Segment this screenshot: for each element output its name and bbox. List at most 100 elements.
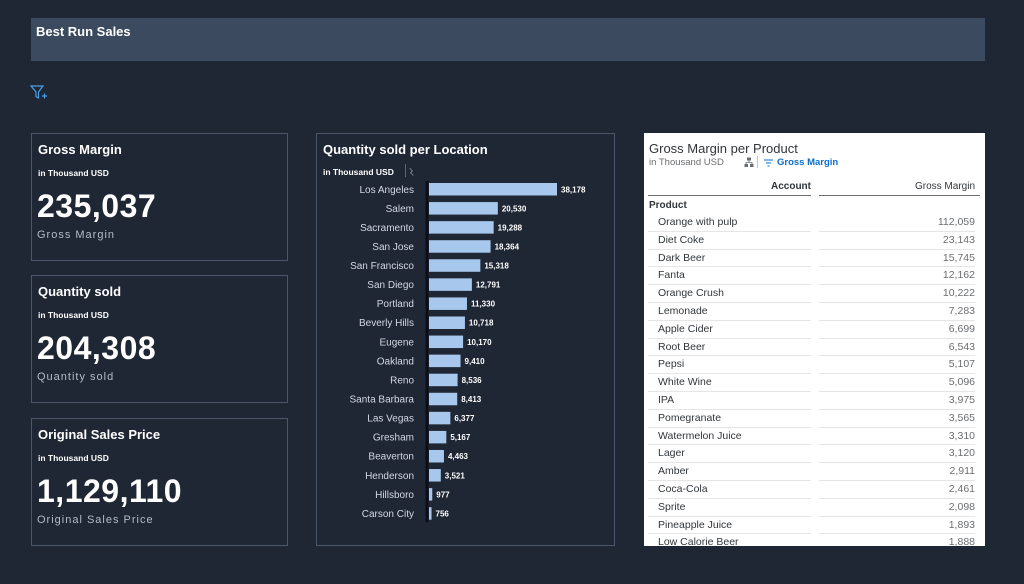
bar[interactable] [429, 430, 447, 444]
kpi-tile-original-sales-price[interactable]: Original Sales Price in Thousand USD 1,1… [31, 418, 288, 546]
bar[interactable] [429, 297, 467, 310]
category-label: Los Angeles [360, 185, 415, 196]
category-label: Santa Barbara [350, 395, 415, 406]
bar[interactable] [429, 354, 461, 368]
data-label: 3,521 [445, 471, 466, 480]
data-label: 15,318 [484, 262, 509, 271]
gross-margin-cell: 15,745 [819, 250, 975, 268]
table-row[interactable]: Fanta 12,162 [644, 267, 985, 286]
hierarchy-icon[interactable] [744, 157, 754, 168]
filter-token[interactable]: Gross Margin [777, 157, 839, 168]
data-label: 6,377 [454, 414, 475, 423]
column-header-account[interactable]: Account [771, 181, 811, 192]
data-label: 19,288 [498, 223, 523, 232]
location-chart-tile[interactable]: Quantity sold per Location in Thousand U… [316, 133, 615, 546]
gross-margin-cell: 6,699 [819, 321, 975, 339]
table-row[interactable]: Root Beer 6,543 [644, 339, 985, 357]
table-row[interactable]: Low Calorie Beer 1,888 [644, 534, 985, 546]
category-label: Salem [386, 204, 414, 215]
table-row[interactable]: Dark Beer 15,745 [644, 250, 985, 268]
gross-margin-cell: 2,911 [819, 463, 975, 481]
product-name-cell: Pineapple Juice [648, 517, 811, 535]
product-table-tile[interactable]: Gross Margin per Product in Thousand USD… [644, 133, 985, 546]
chart-title: Quantity sold per Location [323, 142, 488, 157]
bar[interactable] [429, 449, 444, 463]
category-label: Eugene [380, 337, 415, 348]
data-label: 38,178 [561, 185, 586, 194]
bar[interactable] [429, 488, 433, 501]
category-label: Sacramento [360, 223, 414, 234]
bar[interactable] [429, 221, 494, 234]
tile-title: Gross Margin [38, 142, 122, 157]
product-name-cell: Apple Cider [648, 321, 811, 339]
product-name-cell: Amber [648, 463, 811, 481]
tile-title: Quantity sold [38, 284, 122, 299]
tile-title: Original Sales Price [38, 427, 161, 442]
bar[interactable] [429, 278, 472, 291]
product-name-cell: Coca-Cola [648, 481, 811, 499]
table-subtitle: in Thousand USD [649, 157, 724, 168]
table-row[interactable]: Coca-Cola 2,461 [644, 481, 985, 499]
column-header-gross-margin[interactable]: Gross Margin [914, 181, 975, 192]
table-row[interactable]: Lager 3,120 [644, 445, 985, 464]
product-name-cell: Dark Beer [648, 250, 811, 268]
kpi-value: 235,037 [37, 188, 157, 224]
table-row[interactable]: Diet Coke 23,143 [644, 232, 985, 250]
table-row[interactable]: Orange with pulp 112,059 [644, 214, 985, 232]
bar[interactable] [429, 316, 465, 329]
product-name-cell: White Wine [648, 374, 811, 392]
bar[interactable] [429, 240, 491, 253]
category-label: Oakland [377, 356, 414, 367]
data-label: 18,364 [495, 242, 520, 251]
kpi-label: Original Sales Price [37, 514, 154, 526]
table-row[interactable]: Pomegranate 3,565 [644, 410, 985, 428]
category-label: Carson City [362, 509, 414, 520]
gross-margin-cell: 5,096 [819, 374, 975, 392]
product-name-cell: Sprite [648, 499, 811, 517]
table-row[interactable]: White Wine 5,096 [644, 374, 985, 392]
bar[interactable] [429, 392, 458, 406]
table-row[interactable]: Pepsi 5,107 [644, 356, 985, 375]
kpi-tile-quantity-sold[interactable]: Quantity sold in Thousand USD 204,308 Qu… [31, 275, 288, 403]
category-label: Hillsboro [375, 490, 414, 501]
bar[interactable] [429, 411, 451, 425]
gross-margin-cell: 2,461 [819, 481, 975, 499]
table-row[interactable]: Apple Cider 6,699 [644, 321, 985, 339]
product-name-cell: Watermelon Juice [648, 428, 811, 446]
bar[interactable] [429, 259, 481, 272]
bar[interactable] [429, 335, 464, 349]
gross-margin-cell: 3,975 [819, 392, 975, 410]
sort-icon[interactable] [405, 164, 417, 177]
bar[interactable] [429, 183, 557, 196]
gross-margin-cell: 1,888 [819, 534, 975, 546]
table-row[interactable]: Pineapple Juice 1,893 [644, 517, 985, 535]
bar[interactable] [429, 469, 441, 482]
table-row[interactable]: Orange Crush 10,222 [644, 285, 985, 303]
product-name-cell: Root Beer [648, 339, 811, 357]
product-name-cell: Diet Coke [648, 232, 811, 250]
data-label: 977 [436, 490, 450, 499]
kpi-tile-gross-margin[interactable]: Gross Margin in Thousand USD 235,037 Gro… [31, 133, 288, 261]
header-underline [819, 195, 980, 196]
product-name-cell: Lemonade [648, 303, 811, 321]
data-label: 8,536 [462, 376, 483, 385]
product-name-cell: Orange with pulp [648, 214, 811, 232]
data-label: 20,530 [502, 204, 527, 213]
gross-margin-cell: 23,143 [819, 232, 975, 250]
page-title: Best Run Sales [36, 24, 131, 39]
data-label: 9,410 [465, 357, 486, 366]
table-row[interactable]: Amber 2,911 [644, 463, 985, 481]
table-row[interactable]: Watermelon Juice 3,310 [644, 428, 985, 446]
filter-add-icon[interactable] [30, 84, 48, 102]
tile-subtitle: in Thousand USD [38, 453, 109, 463]
bar[interactable] [429, 507, 432, 520]
gross-margin-cell: 112,059 [819, 214, 975, 232]
table-row[interactable]: Sprite 2,098 [644, 499, 985, 517]
data-label: 5,167 [450, 433, 471, 442]
bar[interactable] [429, 202, 498, 215]
chart-subtitle: in Thousand USD [323, 167, 394, 177]
bar[interactable] [429, 373, 458, 387]
table-row[interactable]: IPA 3,975 [644, 392, 985, 410]
table-row[interactable]: Lemonade 7,283 [644, 303, 985, 321]
kpi-value: 204,308 [37, 330, 157, 366]
